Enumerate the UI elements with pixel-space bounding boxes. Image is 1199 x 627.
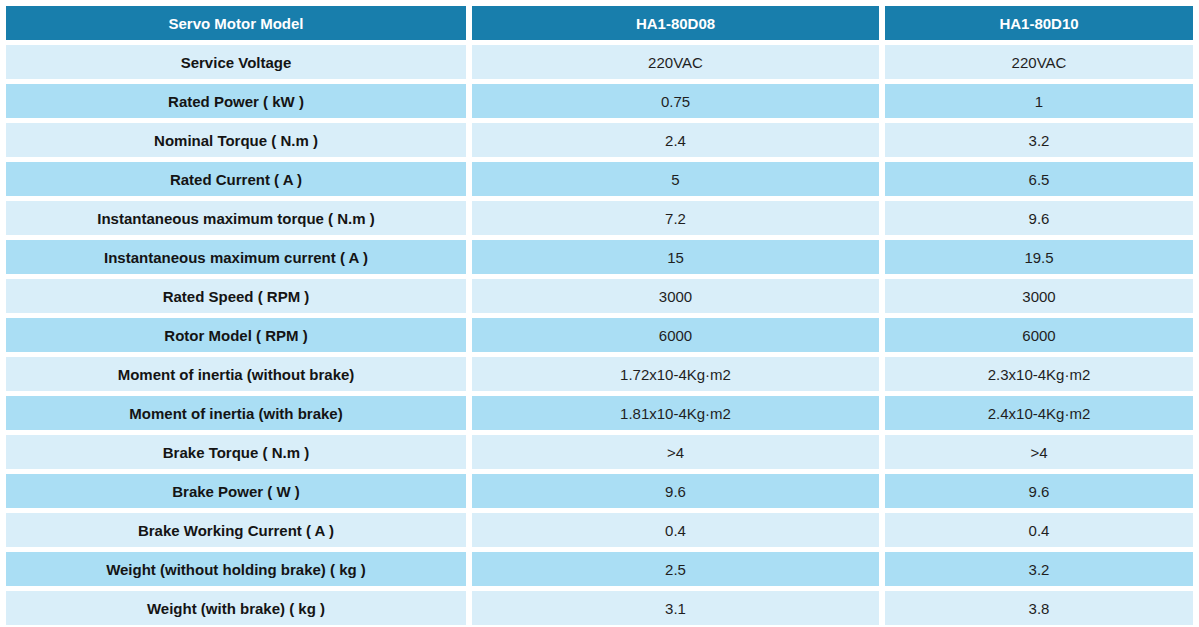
value-cell: 0.4 xyxy=(885,513,1193,547)
value-cell: 220VAC xyxy=(472,45,879,79)
row-label-rated-power: Rated Power ( kW ) xyxy=(6,84,466,118)
value-cell: 9.6 xyxy=(885,474,1193,508)
row-label-rotor-model: Rotor Model ( RPM ) xyxy=(6,318,466,352)
value-cell: >4 xyxy=(885,435,1193,469)
value-cell: 7.2 xyxy=(472,201,879,235)
value-cell: 5 xyxy=(472,162,879,196)
row-label-brake-power: Brake Power ( W ) xyxy=(6,474,466,508)
value-cell: 2.5 xyxy=(472,552,879,586)
row-label-brake-working-current: Brake Working Current ( A ) xyxy=(6,513,466,547)
column-header-model: Servo Motor Model xyxy=(6,6,466,40)
servo-motor-spec-table: Servo Motor Model HA1-80D08 HA1-80D10 Se… xyxy=(6,6,1193,625)
row-label-nominal-torque: Nominal Torque ( N.m ) xyxy=(6,123,466,157)
value-cell: 6000 xyxy=(885,318,1193,352)
row-label-rated-speed: Rated Speed ( RPM ) xyxy=(6,279,466,313)
row-label-instantaneous-maximum-torque: Instantaneous maximum torque ( N.m ) xyxy=(6,201,466,235)
row-label-brake-torque: Brake Torque ( N.m ) xyxy=(6,435,466,469)
value-cell: 6.5 xyxy=(885,162,1193,196)
row-label-moment-of-inertia-without-brake: Moment of inertia (without brake) xyxy=(6,357,466,391)
value-cell: 1.72x10-4Kg·m2 xyxy=(472,357,879,391)
row-label-instantaneous-maximum-current: Instantaneous maximum current ( A ) xyxy=(6,240,466,274)
value-cell: 6000 xyxy=(472,318,879,352)
value-cell: 1 xyxy=(885,84,1193,118)
value-cell: 3.1 xyxy=(472,591,879,625)
value-cell: 2.4x10-4Kg·m2 xyxy=(885,396,1193,430)
value-cell: 0.4 xyxy=(472,513,879,547)
value-cell: 1.81x10-4Kg·m2 xyxy=(472,396,879,430)
row-label-moment-of-inertia-with-brake: Moment of inertia (with brake) xyxy=(6,396,466,430)
row-label-weight-with-brake: Weight (with brake) ( kg ) xyxy=(6,591,466,625)
column-header-ha1-80d08: HA1-80D08 xyxy=(472,6,879,40)
value-cell: 19.5 xyxy=(885,240,1193,274)
value-cell: 220VAC xyxy=(885,45,1193,79)
value-cell: 2.3x10-4Kg·m2 xyxy=(885,357,1193,391)
value-cell: 9.6 xyxy=(472,474,879,508)
value-cell: 3.2 xyxy=(885,123,1193,157)
value-cell: 2.4 xyxy=(472,123,879,157)
row-label-service-voltage: Service Voltage xyxy=(6,45,466,79)
value-cell: 3000 xyxy=(472,279,879,313)
value-cell: 3.2 xyxy=(885,552,1193,586)
value-cell: 15 xyxy=(472,240,879,274)
row-label-rated-current: Rated Current ( A ) xyxy=(6,162,466,196)
value-cell: 3000 xyxy=(885,279,1193,313)
value-cell: 0.75 xyxy=(472,84,879,118)
value-cell: 9.6 xyxy=(885,201,1193,235)
value-cell: 3.8 xyxy=(885,591,1193,625)
column-header-ha1-80d10: HA1-80D10 xyxy=(885,6,1193,40)
value-cell: >4 xyxy=(472,435,879,469)
row-label-weight-without-holding-brake: Weight (without holding brake) ( kg ) xyxy=(6,552,466,586)
